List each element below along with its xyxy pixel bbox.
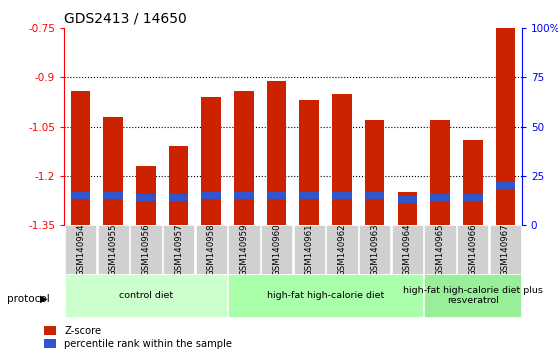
Bar [234,91,254,225]
Bar [195,225,227,274]
Bar [392,225,423,274]
Bar [65,274,227,317]
Bar [397,192,417,225]
Bar [365,120,384,225]
Bar [424,274,521,317]
Bar [228,225,259,274]
Bar [103,117,123,225]
Text: GSM140960: GSM140960 [272,223,281,276]
Text: GSM140959: GSM140959 [239,223,248,276]
Bar [228,274,423,317]
Bar [71,91,90,225]
Text: GSM140966: GSM140966 [468,223,477,276]
Bar [463,139,483,225]
Text: GSM140967: GSM140967 [501,223,510,276]
Text: GSM140964: GSM140964 [403,223,412,276]
Text: high-fat high-calorie diet: high-fat high-calorie diet [267,291,384,300]
Bar [163,225,194,274]
Bar [332,192,352,199]
Bar [98,225,129,274]
Text: protocol: protocol [7,294,50,304]
Bar [430,120,450,225]
Text: GDS2413 / 14650: GDS2413 / 14650 [64,12,187,26]
Bar [136,166,156,225]
Bar [65,225,96,274]
Text: GSM140965: GSM140965 [436,223,445,276]
Bar [490,225,521,274]
Bar [496,28,515,225]
Text: GSM140961: GSM140961 [305,223,314,276]
Text: ▶: ▶ [40,294,47,304]
Text: GSM140957: GSM140957 [174,223,183,276]
Bar [267,192,286,199]
Bar [424,225,456,274]
Bar [261,225,292,274]
Bar [496,182,515,189]
Bar [359,225,391,274]
Text: GSM140963: GSM140963 [370,223,379,276]
Bar [201,192,221,199]
Bar [365,192,384,199]
Bar [201,97,221,225]
Bar [300,192,319,199]
Bar [457,225,488,274]
Text: GSM140958: GSM140958 [207,223,216,276]
Bar [234,192,254,199]
Text: control diet: control diet [119,291,173,300]
Text: GSM140955: GSM140955 [109,223,118,276]
Bar [71,192,90,199]
Legend: Z-score, percentile rank within the sample: Z-score, percentile rank within the samp… [44,326,232,349]
Text: high-fat high-calorie diet plus
resveratrol: high-fat high-calorie diet plus resverat… [403,286,542,305]
Bar [430,194,450,201]
Bar [300,100,319,225]
Bar [169,194,189,201]
Bar [169,146,189,225]
Bar [463,194,483,201]
Bar [130,225,162,274]
Text: GSM140954: GSM140954 [76,223,85,276]
Text: GSM140956: GSM140956 [141,223,150,276]
Bar [103,192,123,199]
Bar [267,81,286,225]
Bar [397,195,417,203]
Bar [294,225,325,274]
Bar [332,94,352,225]
Text: GSM140962: GSM140962 [338,223,347,276]
Bar [136,194,156,201]
Bar [326,225,358,274]
